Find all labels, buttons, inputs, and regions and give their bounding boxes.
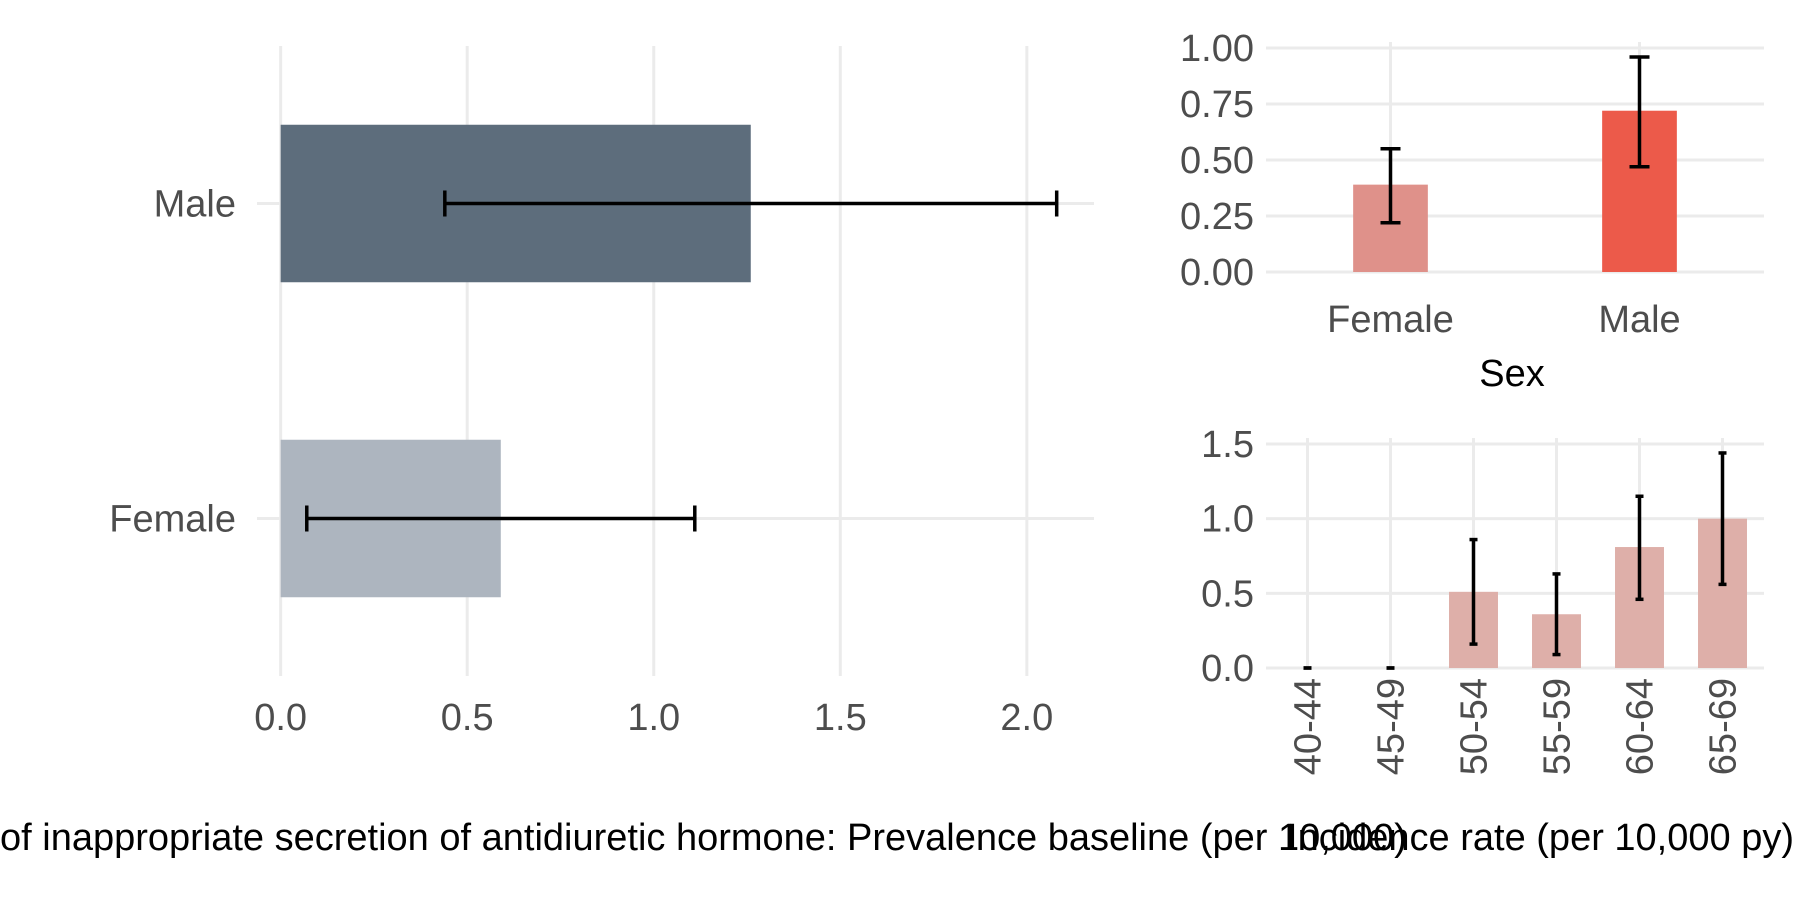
incidence-by-sex-chart: 0.00 0.25 0.50 0.75 1.00 Female Male (1180, 28, 1764, 341)
x-tick-label: 45-49 (1371, 678, 1413, 775)
y-tick-label: 1.5 (1201, 424, 1254, 466)
incidence-by-age-chart: 0.0 0.5 1.0 1.5 40-44 45-49 50-54 55-59 60-64 65-… (1201, 424, 1764, 775)
x-tick-label: 0.0 (254, 697, 307, 739)
prevalence-x-axis-title: of inappropriate secretion of antidiuret… (0, 817, 1407, 859)
x-tick-label: 65-69 (1703, 678, 1745, 775)
x-tick-label: 1.5 (814, 697, 867, 739)
y-tick-label: Female (109, 499, 236, 541)
x-tick-label: 40-44 (1288, 678, 1330, 775)
y-tick-label: 0.5 (1201, 573, 1254, 615)
x-tick-label: Female (1327, 299, 1454, 341)
y-tick-label: 0.75 (1180, 84, 1254, 126)
y-tick-label: 0.25 (1180, 196, 1254, 238)
x-tick-label: 1.0 (627, 697, 680, 739)
incidence-x-axis-title: Incidence rate (per 10,000 py) (1287, 817, 1794, 859)
x-tick-label: 50-54 (1454, 678, 1496, 775)
y-tick-label: 0.50 (1180, 140, 1254, 182)
y-tick-label: 1.00 (1180, 28, 1254, 70)
x-tick-label: 60-64 (1620, 678, 1662, 775)
sex-x-axis-title: Sex (1479, 353, 1544, 395)
y-tick-label: Male (154, 184, 236, 226)
y-tick-label: 0.00 (1180, 252, 1254, 294)
x-tick-label: 55-59 (1537, 678, 1579, 775)
x-tick-label: 0.5 (441, 697, 494, 739)
x-tick-label: Male (1598, 299, 1680, 341)
x-tick-label: 2.0 (1000, 697, 1053, 739)
y-tick-label: 1.0 (1201, 499, 1254, 541)
prevalence-chart: 0.0 0.5 1.0 1.5 2.0 Female Male (109, 46, 1094, 739)
y-tick-label: 0.0 (1201, 648, 1254, 690)
